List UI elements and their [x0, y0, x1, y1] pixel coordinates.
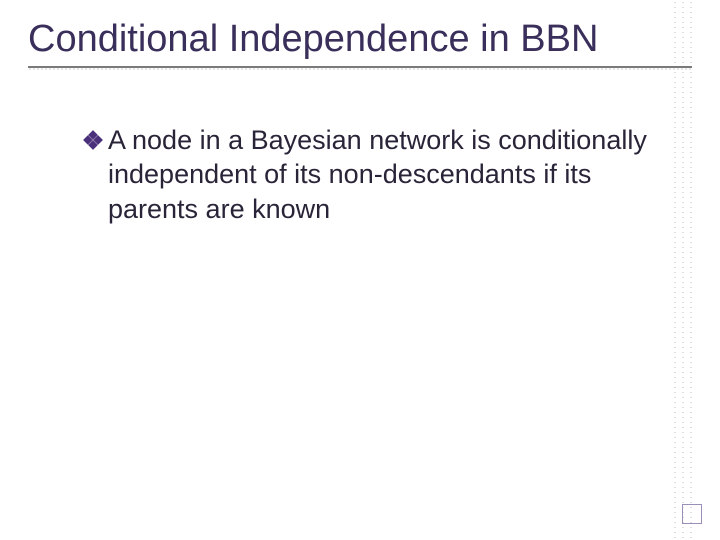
- bullet-item: A node in a Bayesian network is conditio…: [86, 123, 668, 227]
- title-block: Conditional Independence in BBN: [28, 18, 692, 69]
- diamond-bullet-icon: [83, 130, 103, 150]
- decorative-dots-column: [690, 0, 692, 540]
- decorative-dots-column: [674, 0, 676, 540]
- corner-box-icon: [682, 504, 702, 524]
- title-underline-dots: [28, 68, 692, 70]
- title-underline: [28, 66, 692, 69]
- slide-title: Conditional Independence in BBN: [28, 18, 692, 62]
- slide-body: A node in a Bayesian network is conditio…: [28, 75, 692, 227]
- slide: Conditional Independence in BBN A node i…: [0, 0, 720, 540]
- bullet-text: A node in a Bayesian network is conditio…: [108, 123, 668, 227]
- decorative-dots-column: [682, 0, 684, 540]
